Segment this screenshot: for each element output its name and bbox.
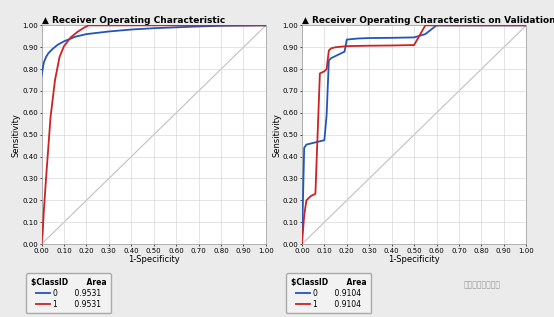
- Legend: 0       0.9104, 1       0.9104: 0 0.9104, 1 0.9104: [286, 273, 371, 313]
- Text: ▲ Receiver Operating Characteristic on Validation Data: ▲ Receiver Operating Characteristic on V…: [302, 16, 554, 25]
- X-axis label: 1-Specificity: 1-Specificity: [388, 255, 440, 264]
- X-axis label: 1-Specificity: 1-Specificity: [128, 255, 179, 264]
- Text: 深度学习炼丹小组: 深度学习炼丹小组: [464, 281, 500, 290]
- Y-axis label: Sensitivity: Sensitivity: [273, 113, 281, 157]
- Y-axis label: Sensitivity: Sensitivity: [12, 113, 21, 157]
- Text: ▲ Receiver Operating Characteristic: ▲ Receiver Operating Characteristic: [42, 16, 225, 25]
- Legend: 0       0.9531, 1       0.9531: 0 0.9531, 1 0.9531: [26, 273, 111, 313]
